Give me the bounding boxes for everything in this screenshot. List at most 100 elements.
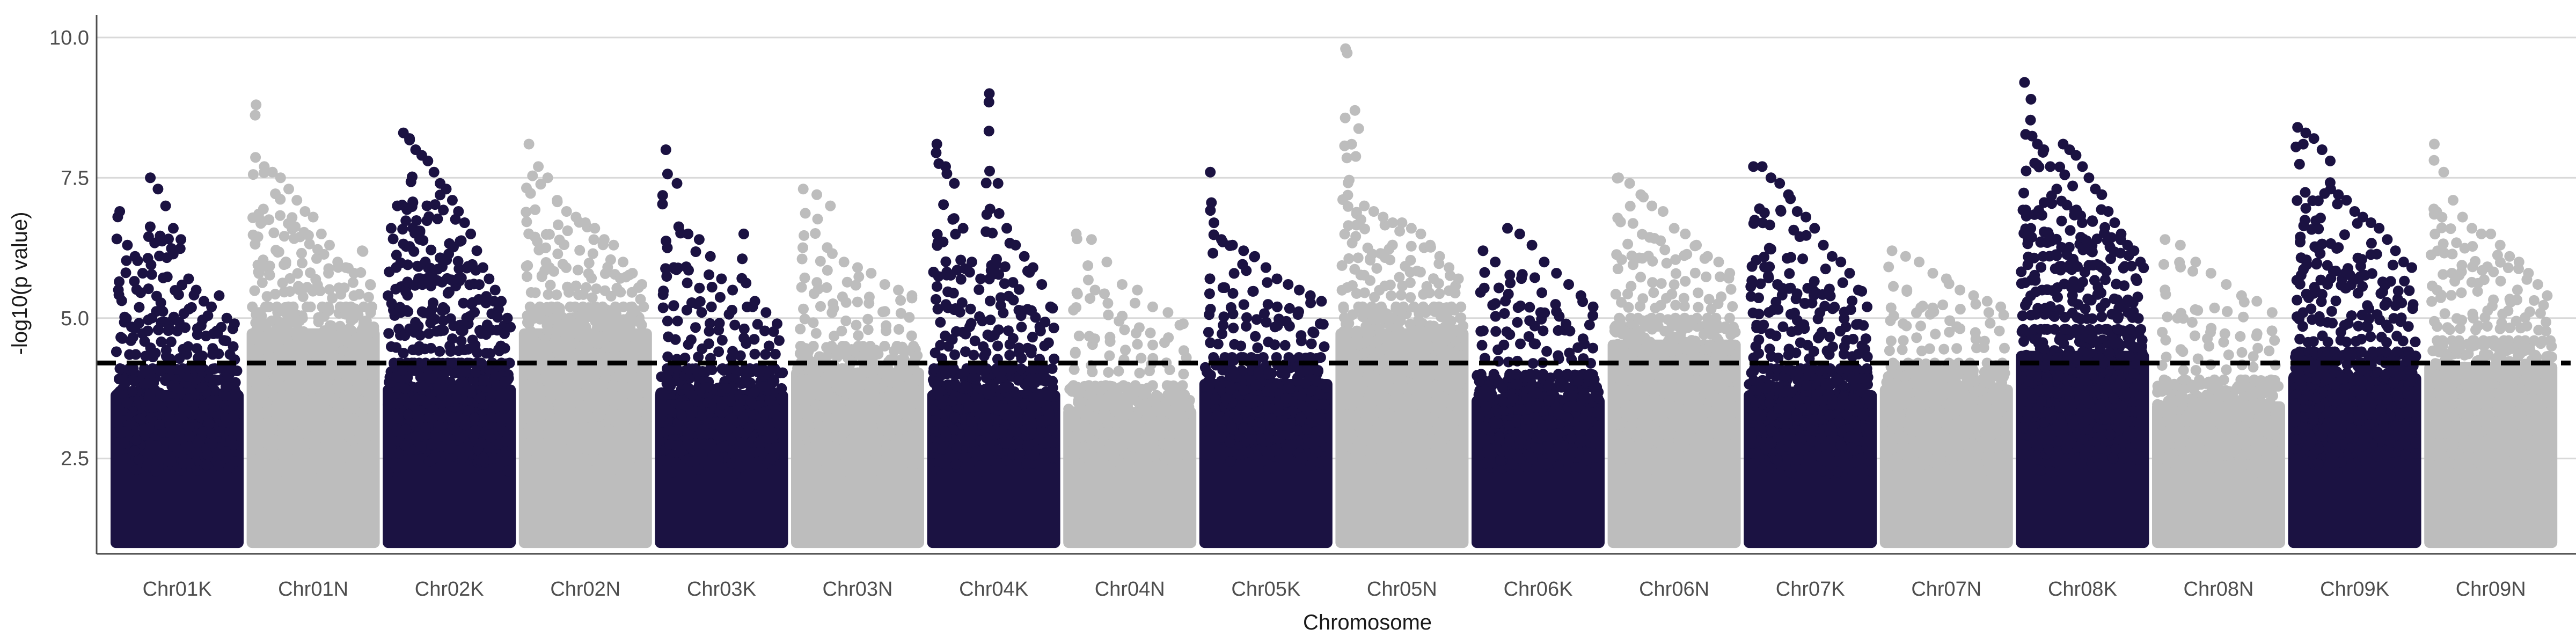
data-point: [1356, 459, 1367, 470]
data-point: [269, 434, 280, 445]
peak-point: [175, 234, 187, 245]
data-point: [312, 383, 323, 394]
data-point: [256, 422, 267, 434]
data-point: [764, 383, 775, 394]
data-point: [247, 169, 259, 180]
data-point: [950, 458, 961, 470]
chromosome-group-Chr02K: [383, 127, 516, 548]
data-point: [609, 464, 620, 475]
data-point: [1257, 352, 1269, 363]
data-point: [1178, 394, 1189, 406]
data-point: [1269, 461, 1280, 472]
data-point: [1121, 395, 1132, 406]
peak-point: [1238, 245, 1249, 257]
data-point: [1504, 269, 1516, 281]
peak-point: [608, 239, 619, 251]
data-point: [1531, 402, 1542, 413]
data-point: [1553, 409, 1564, 420]
data-point: [119, 311, 130, 323]
data-point: [770, 348, 781, 360]
data-point: [1035, 397, 1046, 408]
data-point: [945, 269, 956, 281]
data-point: [1541, 458, 1552, 470]
data-point: [1138, 462, 1149, 472]
data-point: [521, 369, 532, 380]
data-point: [191, 447, 202, 458]
data-point: [220, 381, 231, 392]
data-point: [813, 419, 824, 430]
data-point: [1400, 383, 1411, 394]
data-point: [1346, 138, 1357, 150]
data-point: [142, 325, 153, 336]
data-point: [885, 456, 897, 466]
data-point: [304, 379, 315, 391]
data-point: [1279, 340, 1291, 351]
data-point: [1404, 277, 1416, 288]
data-point: [906, 330, 917, 341]
data-point: [120, 453, 131, 464]
peak-point: [167, 223, 179, 234]
data-point: [1394, 347, 1404, 358]
peak-point: [316, 228, 327, 239]
data-point: [1487, 299, 1498, 311]
data-point: [1512, 317, 1523, 328]
data-point: [936, 468, 948, 479]
data-point: [1206, 421, 1218, 431]
data-point: [1498, 405, 1509, 416]
data-point: [865, 383, 876, 394]
data-point: [129, 276, 140, 287]
data-point: [1262, 277, 1273, 288]
data-point: [1523, 331, 1534, 342]
peak-point: [1387, 217, 1398, 228]
data-point: [1073, 331, 1085, 341]
data-point: [400, 423, 412, 435]
data-point: [221, 446, 232, 457]
data-point: [999, 261, 1011, 272]
data-point: [891, 341, 903, 352]
data-point: [1136, 438, 1147, 449]
data-point: [400, 286, 412, 297]
data-point: [469, 306, 480, 318]
data-point: [1711, 427, 1723, 438]
data-point: [1293, 306, 1304, 317]
data-point: [860, 433, 872, 444]
data-point: [1357, 429, 1368, 441]
peak-point: [1406, 223, 1417, 234]
data-point: [247, 455, 258, 466]
data-point: [493, 304, 504, 315]
data-point: [146, 402, 157, 413]
peak-point: [671, 178, 683, 189]
data-point: [160, 345, 172, 356]
data-point: [641, 408, 652, 419]
data-point: [282, 334, 293, 346]
peak-point: [1036, 279, 1048, 290]
data-point: [1259, 308, 1270, 319]
peak-point: [992, 178, 1004, 189]
data-point: [1538, 369, 1549, 380]
data-point: [1488, 369, 1499, 380]
data-point: [574, 245, 586, 256]
peak-point: [598, 234, 610, 245]
data-point: [931, 281, 942, 292]
data-point: [867, 421, 878, 433]
chromosome-group-Chr06N: [1607, 172, 1741, 548]
data-point: [392, 426, 403, 437]
peak-point: [949, 178, 960, 189]
data-point: [1014, 447, 1026, 458]
data-point: [729, 319, 741, 331]
data-point: [198, 401, 209, 413]
data-point: [1041, 374, 1052, 385]
data-point: [173, 289, 184, 301]
peak-point: [324, 239, 335, 251]
data-point: [334, 320, 346, 332]
data-point: [426, 244, 437, 255]
data-point: [313, 312, 324, 323]
data-point: [982, 420, 993, 431]
peak-point: [1071, 228, 1082, 239]
peak-point: [1305, 290, 1316, 301]
data-point: [290, 221, 301, 232]
data-point: [704, 269, 714, 280]
data-point: [706, 282, 718, 292]
peak-point: [160, 200, 171, 211]
